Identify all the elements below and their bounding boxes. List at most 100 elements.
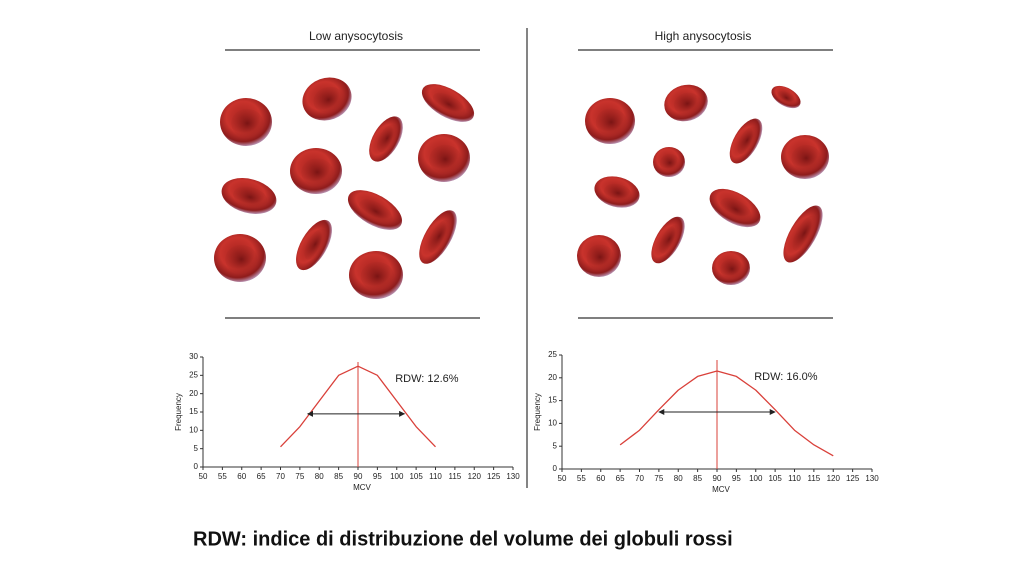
y-tick-label: 15 [548, 396, 557, 405]
cell-center [720, 197, 752, 222]
x-tick-label: 80 [674, 474, 683, 483]
x-tick-label: 115 [807, 474, 820, 483]
x-tick-label: 125 [846, 474, 860, 483]
cell-center [737, 126, 758, 155]
x-tick-label: 100 [390, 472, 404, 481]
x-tick-label: 125 [487, 472, 501, 481]
x-tick-label: 65 [257, 472, 266, 481]
x-tick-label: 120 [827, 474, 841, 483]
red-cell [296, 219, 332, 271]
rdw-annotation: RDW: 16.0% [754, 371, 818, 383]
y-tick-label: 5 [194, 444, 199, 453]
y-tick-label: 10 [548, 419, 557, 428]
x-tick-label: 70 [635, 474, 644, 483]
cell-center [791, 144, 822, 172]
x-tick-label: 50 [199, 472, 208, 481]
frequency-curve [280, 365, 436, 448]
x-tick-label: 130 [506, 472, 520, 481]
cell-center [429, 144, 462, 174]
red-cell [781, 135, 829, 179]
x-tick-label: 70 [276, 472, 285, 481]
x-tick-label: 130 [865, 474, 879, 483]
cell-center [720, 258, 744, 280]
caption: RDW: indice di distribuzione del volume … [193, 528, 733, 550]
red-cell [302, 77, 352, 121]
y-tick-label: 20 [548, 373, 557, 382]
frequency-curve [619, 370, 834, 457]
x-tick-label: 110 [788, 474, 801, 483]
x-tick-label: 85 [334, 472, 343, 481]
cell-center [313, 86, 344, 113]
red-cell [221, 178, 277, 214]
x-tick-label: 115 [448, 472, 461, 481]
cell-center [225, 244, 258, 274]
y-tick-label: 15 [189, 407, 198, 416]
red-cell [577, 235, 621, 277]
cell-center [359, 199, 393, 224]
red-cell [220, 98, 272, 146]
x-tick-label: 90 [354, 472, 363, 481]
cell-center [432, 92, 466, 116]
red-cell [369, 116, 403, 162]
cell-center [792, 215, 817, 251]
red-cell [585, 98, 635, 144]
red-cell [651, 216, 685, 264]
x-tick-label: 90 [713, 474, 722, 483]
red-cell [214, 234, 266, 282]
x-tick-label: 95 [373, 472, 382, 481]
x-tick-label: 60 [596, 474, 605, 483]
y-tick-label: 25 [548, 350, 557, 359]
x-tick-label: 55 [577, 474, 586, 483]
cell-center [233, 186, 268, 209]
x-axis-label: MCV [353, 483, 371, 492]
panel-title: Low anysocytosis [309, 29, 403, 43]
y-tick-label: 5 [553, 441, 558, 450]
cell-center [304, 228, 327, 260]
red-cell [653, 147, 685, 177]
y-tick-label: 20 [189, 389, 198, 398]
x-tick-label: 85 [693, 474, 702, 483]
x-tick-label: 110 [429, 472, 442, 481]
x-tick-label: 65 [616, 474, 625, 483]
x-tick-label: 120 [468, 472, 482, 481]
cell-center [603, 183, 632, 203]
y-axis-label: Frequency [533, 393, 542, 431]
cell-center [777, 90, 796, 105]
red-cell [349, 251, 403, 299]
y-tick-label: 0 [553, 464, 558, 473]
red-cell [421, 84, 475, 122]
rdw-annotation: RDW: 12.6% [395, 373, 459, 385]
y-tick-label: 10 [189, 425, 198, 434]
red-cell [729, 118, 763, 164]
x-tick-label: 75 [654, 474, 663, 483]
x-tick-label: 100 [749, 474, 763, 483]
y-tick-label: 25 [189, 370, 198, 379]
panel-title: High anysocytosis [655, 29, 752, 43]
cell-center [427, 219, 451, 253]
red-cell [419, 210, 457, 264]
cell-illustrations [214, 77, 829, 299]
cell-center [658, 224, 680, 254]
x-tick-label: 75 [295, 472, 304, 481]
x-tick-label: 105 [768, 474, 782, 483]
red-cell [712, 251, 750, 285]
y-tick-label: 0 [194, 462, 199, 471]
cell-center [586, 244, 614, 270]
red-cell [664, 84, 708, 122]
red-cell [290, 148, 342, 194]
red-cell [347, 190, 403, 230]
y-axis-label: Frequency [174, 393, 183, 431]
x-axis-label: MCV [712, 485, 730, 494]
red-cell [771, 85, 801, 109]
cell-center [360, 261, 395, 291]
cell-center [673, 92, 701, 115]
red-cell [709, 188, 761, 228]
cell-center [659, 153, 680, 172]
x-tick-label: 95 [732, 474, 741, 483]
red-cell [594, 176, 640, 208]
x-tick-label: 80 [315, 472, 324, 481]
red-cell [783, 205, 823, 263]
y-tick-label: 30 [189, 352, 198, 361]
cell-center [231, 108, 264, 138]
